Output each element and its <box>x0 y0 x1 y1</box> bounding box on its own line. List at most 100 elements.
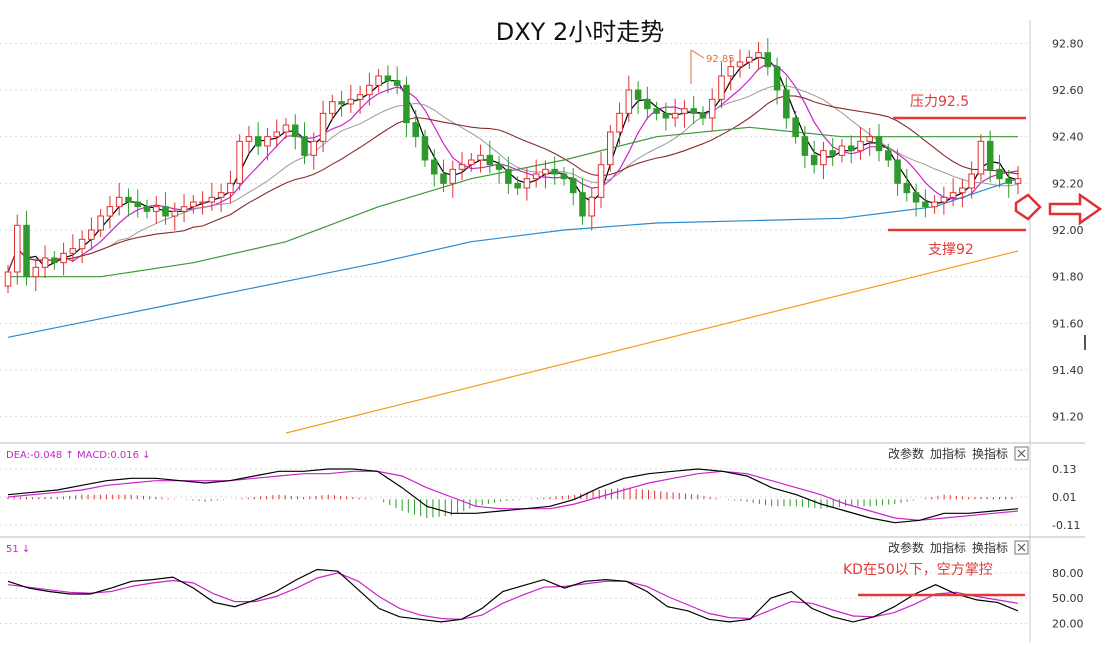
kd-tick-label: 50.00 <box>1052 592 1084 605</box>
candle-up <box>977 140 985 175</box>
candle-up <box>347 98 355 105</box>
macd-panel: 0.13 0.01 -0.11 <box>0 463 1080 532</box>
ma-line-green <box>8 126 1018 278</box>
kd-switch-indicator-button[interactable]: 换指标 <box>972 540 1008 555</box>
candle-down <box>792 117 799 138</box>
candlesticks <box>4 38 1022 293</box>
candle-up <box>746 56 753 63</box>
candle-down <box>430 159 438 175</box>
ma-line-orange <box>285 250 1019 434</box>
candle-down <box>1005 178 1013 184</box>
kd-params-button[interactable]: 改参数 <box>888 540 924 555</box>
kd-panel: 80.00 50.00 20.00 <box>0 567 1084 631</box>
candle-up <box>236 140 243 184</box>
candle-up <box>190 201 197 208</box>
candle-down <box>440 173 447 184</box>
kd-tick-label: 80.00 <box>1052 567 1084 580</box>
close-icon[interactable] <box>1014 446 1029 461</box>
candle-up <box>736 61 744 68</box>
resistance-annotation: 压力92.5 <box>893 94 1026 120</box>
candle-down <box>903 182 911 194</box>
candle-up <box>217 192 225 198</box>
candle-up <box>949 192 957 198</box>
candle-up <box>78 238 86 250</box>
candle-down <box>143 206 151 212</box>
candle-up <box>458 164 466 170</box>
macd-tick-label: 0.13 <box>1052 463 1077 476</box>
candle-up <box>310 140 318 156</box>
candle-up <box>542 168 549 175</box>
candle-up <box>4 271 12 287</box>
candle-down <box>847 145 855 152</box>
candle-up <box>375 75 382 86</box>
macd-tick-label: -0.11 <box>1052 519 1080 532</box>
price-tick-label: 92.40 <box>1052 131 1084 144</box>
price-tick-label: 92.60 <box>1052 84 1084 97</box>
candle-up <box>931 201 938 208</box>
candle-down <box>514 182 521 189</box>
candle-down <box>162 206 169 217</box>
candle-up <box>97 215 104 231</box>
candle-up <box>60 252 67 264</box>
candle-up <box>959 187 966 194</box>
candle-up <box>468 159 475 166</box>
candle-up <box>199 201 206 204</box>
candle-down <box>986 140 994 170</box>
candle-up <box>282 124 290 133</box>
candle-down <box>421 136 429 161</box>
candle-up <box>171 210 179 217</box>
candle-up <box>329 101 336 114</box>
macd-params-button[interactable]: 改参数 <box>888 446 924 461</box>
candle-down <box>662 112 670 119</box>
candle-down <box>773 66 781 91</box>
candle-down <box>505 168 512 184</box>
price-tick-label: 92.80 <box>1052 37 1084 50</box>
candle-up <box>597 164 605 198</box>
candle-down <box>783 89 790 119</box>
candle-up <box>477 154 484 161</box>
candle-down <box>134 201 142 208</box>
price-tick-label: 92.00 <box>1052 224 1084 237</box>
resistance-label: 压力92.5 <box>910 94 969 110</box>
price-tick-label: 91.20 <box>1052 411 1084 424</box>
close-icon[interactable] <box>1014 540 1029 555</box>
macd-indicator-label: DEA:-0.048 ↑ MACD:0.016 ↓ <box>6 450 151 461</box>
peak-annotation: 92.85 <box>690 49 735 84</box>
candle-down <box>579 192 586 217</box>
candle-up <box>32 266 40 278</box>
chart-title: DXY 2小时走势 <box>496 18 664 46</box>
candle-down <box>412 122 419 138</box>
kd-tick-label: 20.00 <box>1052 618 1084 631</box>
k-line <box>7 568 1019 623</box>
candle-down <box>51 257 58 264</box>
candle-down <box>653 108 660 114</box>
candle-up <box>588 196 596 217</box>
candle-down <box>894 159 901 184</box>
kd-add-indicator-button[interactable]: 加指标 <box>930 540 966 555</box>
candle-down <box>912 192 920 203</box>
candle-down <box>810 154 818 166</box>
candle-down <box>875 136 883 152</box>
candle-down <box>801 136 809 156</box>
macd-panel-controls: 改参数 加指标 换指标 <box>888 446 1029 461</box>
candle-up <box>616 112 623 133</box>
candle-up <box>607 131 614 166</box>
candle-up <box>88 229 95 240</box>
candle-down <box>829 150 836 156</box>
candle-up <box>41 257 49 268</box>
dif-line <box>7 468 1019 524</box>
candle-down <box>644 98 651 110</box>
support-annotation: 支撑92 <box>888 228 1026 258</box>
candle-down <box>560 173 568 180</box>
macd-switch-indicator-button[interactable]: 换指标 <box>972 446 1008 461</box>
candle-up <box>625 89 633 114</box>
support-label: 支撑92 <box>928 242 974 258</box>
candle-down <box>384 75 392 82</box>
candle-down <box>634 89 642 100</box>
macd-add-indicator-button[interactable]: 加指标 <box>930 446 966 461</box>
candle-up <box>671 112 679 119</box>
kd-note: KD在50以下，空方掌控 <box>843 562 993 578</box>
candle-down <box>338 101 345 105</box>
price-tick-label: 91.80 <box>1052 271 1084 284</box>
